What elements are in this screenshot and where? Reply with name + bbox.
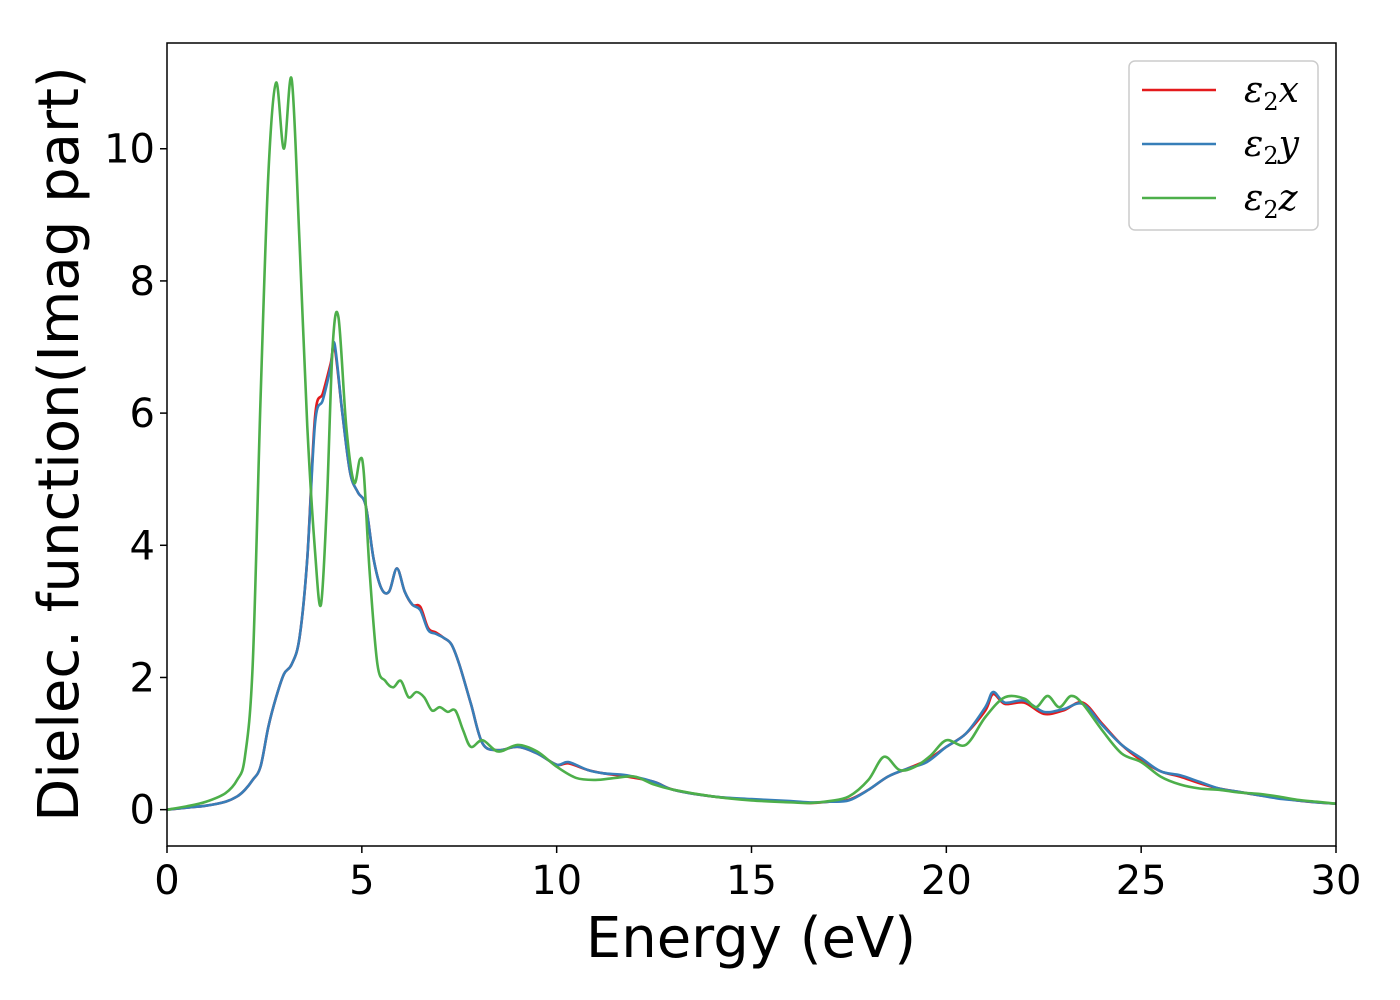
x-tick-label: 30 (1311, 858, 1362, 904)
y-axis-label: Dielec. function(Imag part) (27, 66, 92, 822)
y-tick-label: 4 (130, 523, 155, 569)
x-tick-label: 5 (349, 858, 374, 904)
x-tick-label: 20 (921, 858, 972, 904)
legend-label-x: ε2x (1244, 70, 1299, 116)
x-tick-label: 25 (1116, 858, 1167, 904)
x-tick-label: 10 (531, 858, 582, 904)
legend-label-z: ε2z (1244, 178, 1299, 224)
ticks-layer: 0 5 10 15 20 25 30 0 2 4 6 8 10 (104, 127, 1361, 904)
series-line-z (167, 76, 1336, 811)
y-tick-label: 2 (130, 655, 155, 701)
x-tick-label: 0 (154, 858, 179, 904)
series-line-y (167, 340, 1336, 811)
legend-frame (1128, 60, 1319, 231)
series-layer (167, 76, 1336, 811)
x-tick-label: 15 (726, 858, 777, 904)
y-tick-label: 10 (104, 127, 155, 173)
legend-label-y: ε2y (1244, 124, 1300, 170)
x-axis-label: Energy (eV) (586, 906, 916, 971)
legend: ε2x ε2y ε2z (1128, 60, 1319, 231)
y-tick-label: 8 (130, 259, 155, 305)
y-tick-label: 6 (130, 391, 155, 437)
y-tick-label: 0 (130, 788, 155, 834)
